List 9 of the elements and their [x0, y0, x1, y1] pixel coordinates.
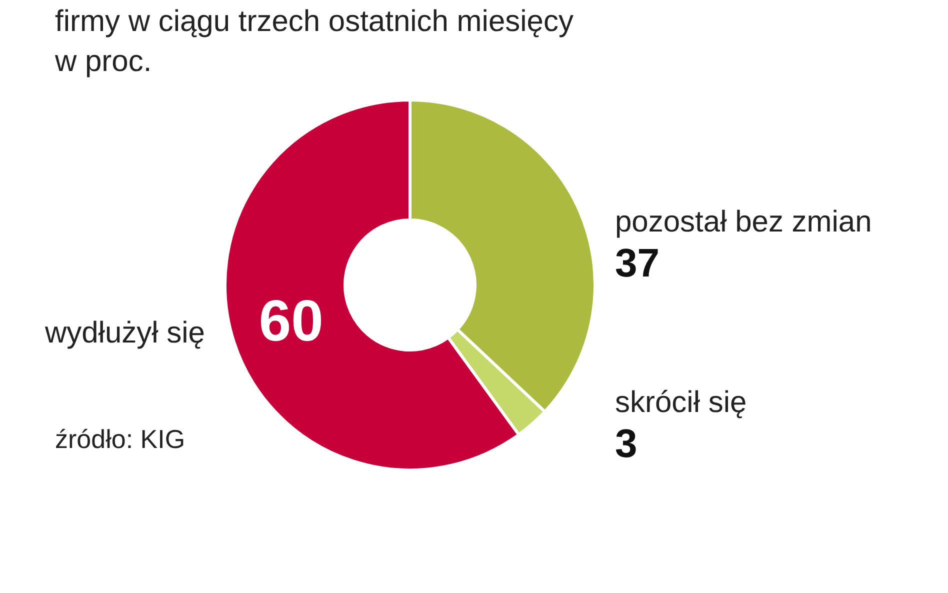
data-label: 37	[615, 242, 660, 286]
slice-label: skrócił się	[615, 386, 747, 419]
slice-label: wydłużył się	[44, 316, 205, 350]
chart-title: firmy w ciągu trzech ostatnich miesięcy	[55, 5, 574, 38]
data-label: 60	[258, 288, 324, 354]
text: źródło: KIG	[55, 424, 186, 454]
slice-label: pozostał bez zmian	[615, 206, 872, 239]
data-label: 3	[615, 422, 638, 466]
chart-subtitle: w proc.	[54, 45, 152, 78]
